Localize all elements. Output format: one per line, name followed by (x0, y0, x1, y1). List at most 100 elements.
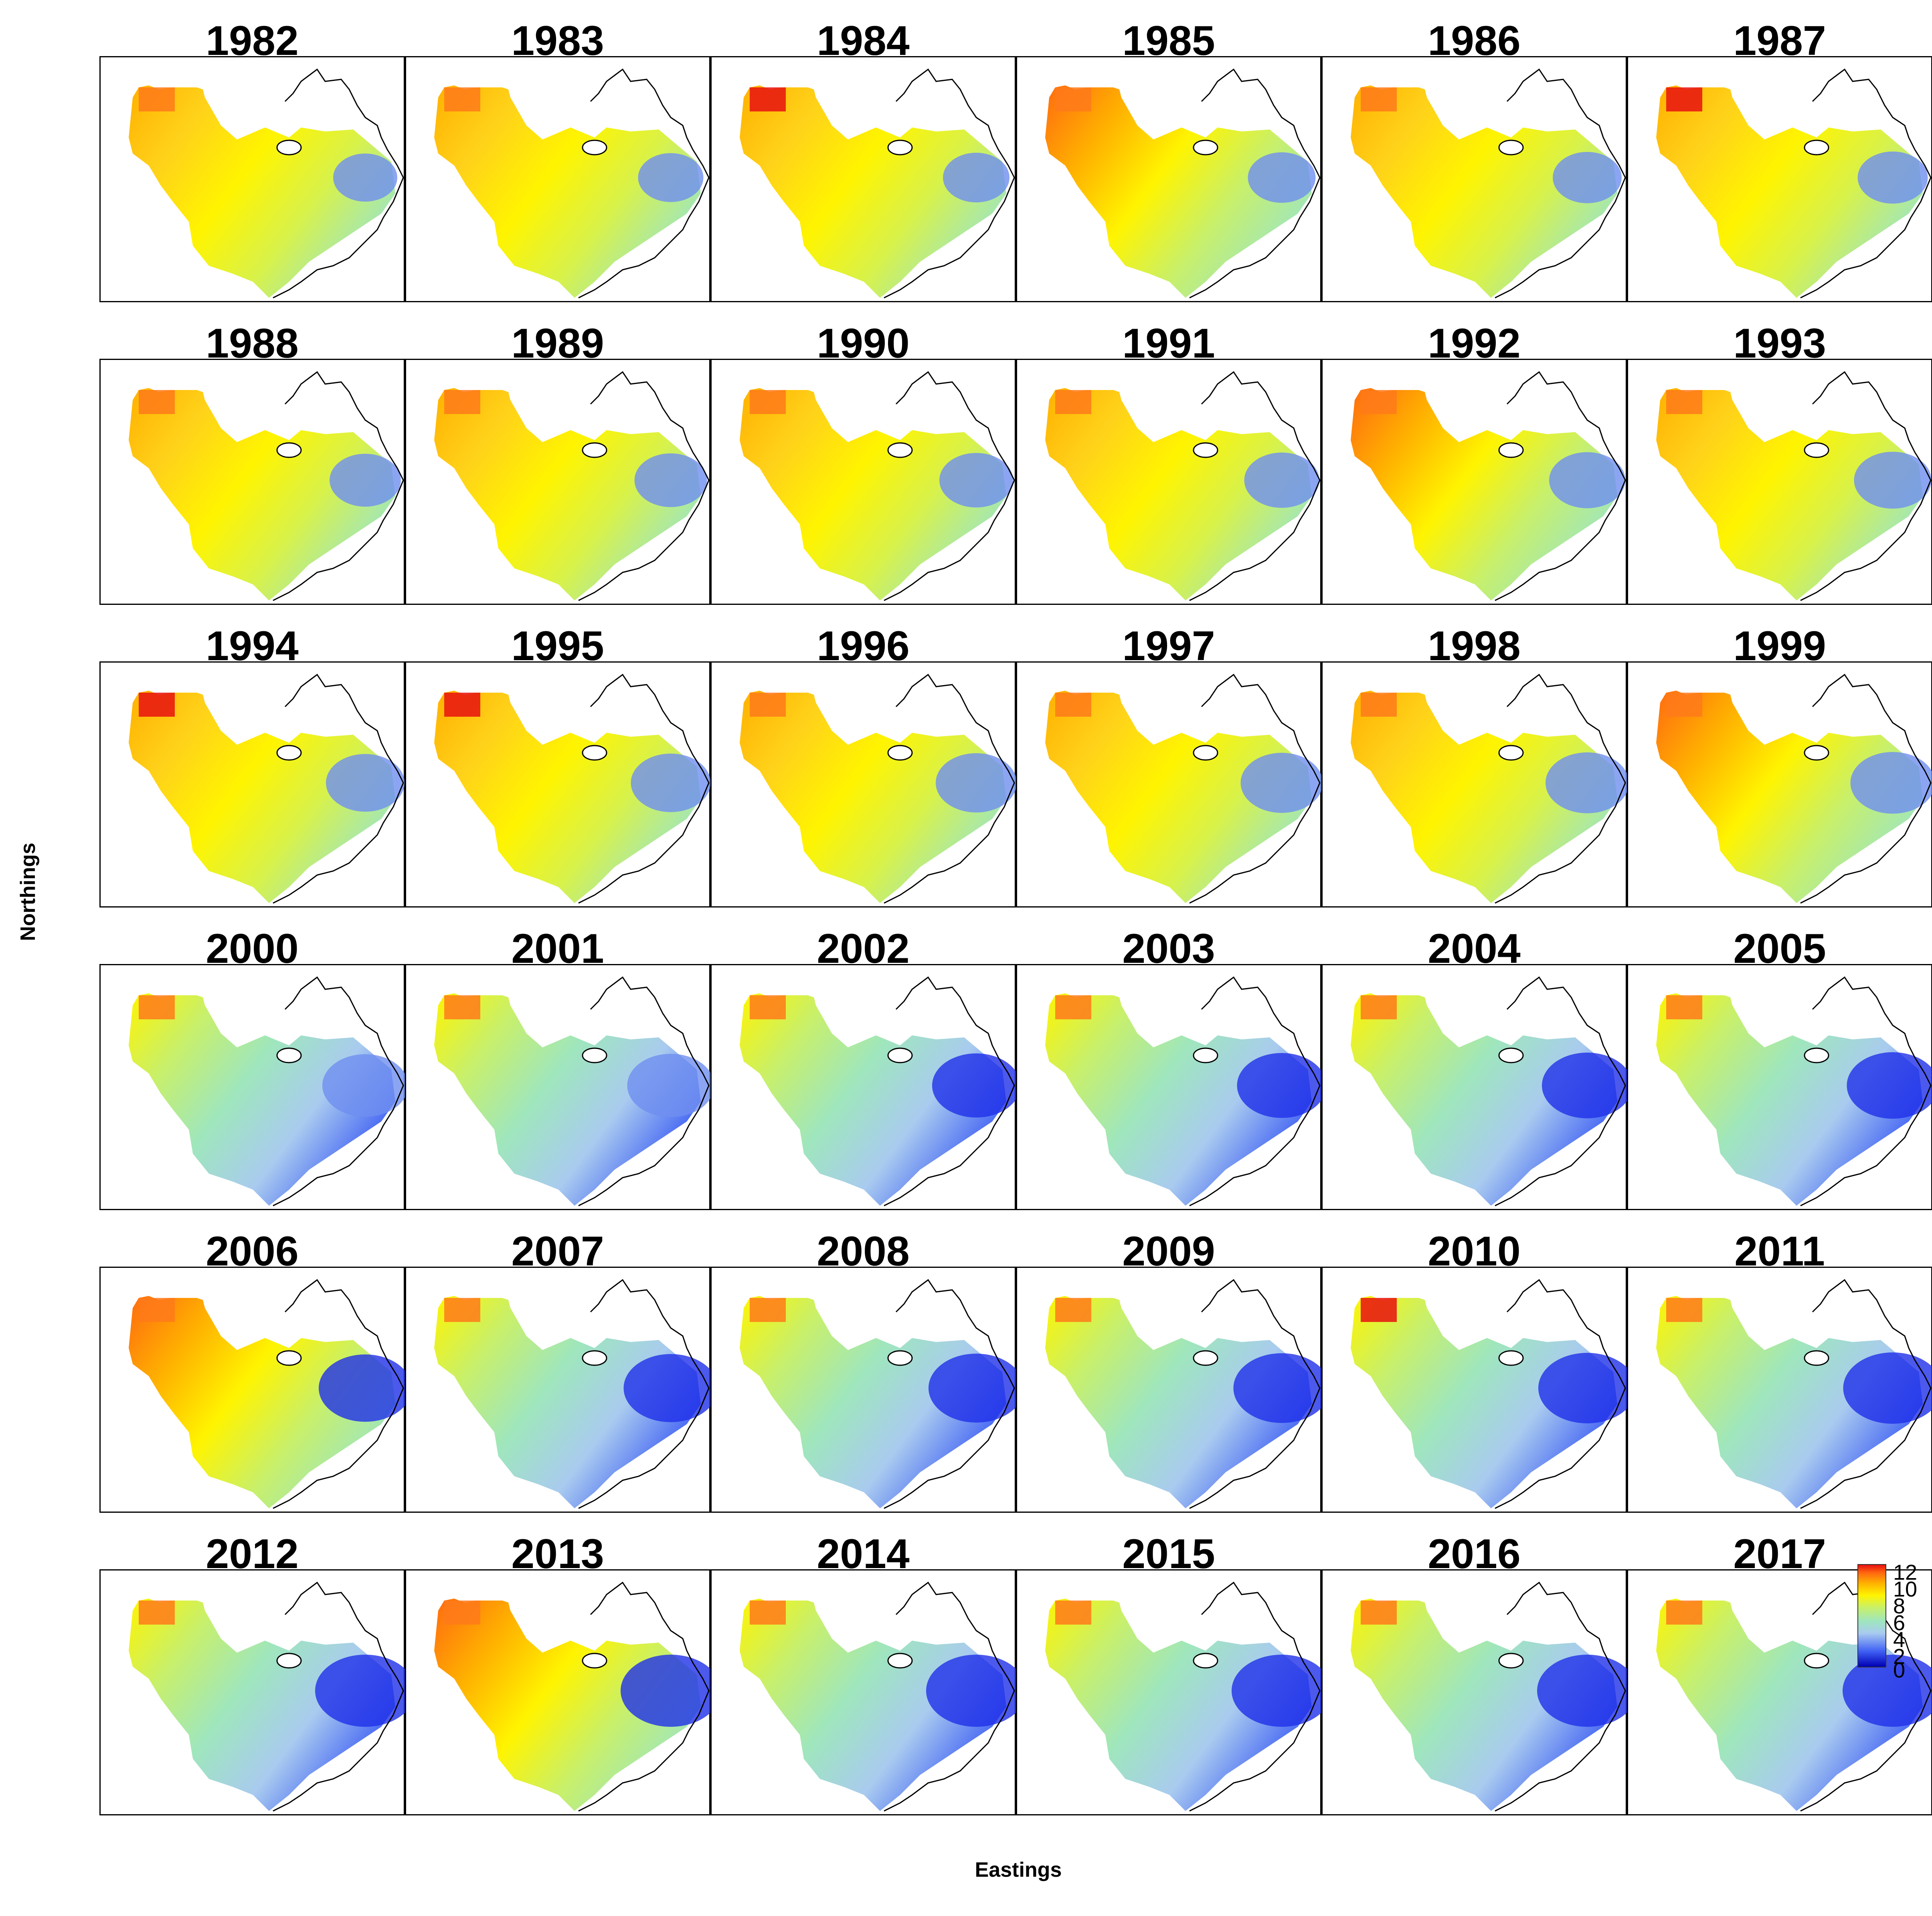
east-blue-area (621, 1655, 712, 1727)
coastline (578, 976, 710, 1207)
island-outline (276, 1350, 302, 1366)
northwest-hot-area (139, 390, 175, 414)
island-outline (1498, 139, 1524, 156)
map-panel (405, 1569, 712, 1815)
map-svg (740, 1279, 1017, 1509)
northwest-hot-area (444, 995, 480, 1019)
region-fill (434, 993, 701, 1206)
region-fill (1045, 691, 1312, 903)
region-fill (129, 388, 395, 600)
region-fill (129, 1296, 395, 1508)
panel-title: 2013 (511, 1531, 604, 1577)
region-fill (1351, 388, 1617, 600)
east-blue-area (926, 1655, 1017, 1727)
coastline (578, 371, 710, 601)
panel-title: 2002 (817, 926, 910, 972)
legend-tick-12: 12 (1893, 1560, 1918, 1585)
northwest-hot-area (1666, 995, 1702, 1019)
northwest-hot-area (750, 390, 786, 414)
island-outline (1193, 442, 1218, 458)
map-svg (434, 371, 710, 601)
region-fill (1045, 388, 1312, 600)
panel-title: 1988 (206, 320, 299, 367)
map-panel (710, 661, 1017, 907)
map-panel (1321, 1267, 1628, 1513)
island-outline (276, 745, 302, 761)
coastline (1495, 673, 1626, 904)
region-fill (1351, 85, 1617, 298)
map-svg (1656, 68, 1932, 299)
northwest-hot-area (750, 87, 786, 111)
coastline (884, 1279, 1015, 1509)
coastline (1800, 1279, 1932, 1509)
panel-title: 1986 (1428, 18, 1521, 64)
coastline (1189, 976, 1321, 1207)
island-outline (276, 139, 302, 156)
region-fill (1045, 1599, 1312, 1811)
map-svg (1351, 673, 1628, 904)
map-svg (1351, 1279, 1628, 1509)
map-panel (1627, 1267, 1932, 1513)
map-svg (740, 68, 1015, 299)
east-blue-area (1542, 1053, 1628, 1118)
northwest-hot-area (1055, 1298, 1091, 1322)
panel-title: 2014 (817, 1531, 910, 1577)
region-fill (434, 85, 701, 298)
coastline (578, 68, 710, 299)
coastline (1189, 1279, 1321, 1509)
coastline (1495, 1581, 1626, 1812)
region-fill (434, 1296, 701, 1508)
panel-title: 1993 (1733, 320, 1826, 367)
map-panel (1627, 359, 1932, 605)
northwest-hot-area (1666, 1298, 1702, 1322)
map-panel (99, 1569, 406, 1815)
panel-title: 1991 (1122, 320, 1215, 367)
map-svg (740, 673, 1017, 904)
legend-tick-8: 8 (1893, 1594, 1906, 1618)
map-svg (1045, 673, 1323, 904)
northwest-hot-area (139, 693, 175, 717)
northwest-hot-area (139, 87, 175, 111)
east-blue-area (330, 454, 401, 507)
panel-title: 2011 (1734, 1228, 1825, 1275)
panel-title: 2009 (1122, 1228, 1215, 1275)
region-fill (1351, 691, 1617, 903)
island-outline (1193, 1653, 1218, 1669)
map-svg (129, 673, 405, 904)
panel-title: 1995 (511, 623, 604, 669)
coastline (273, 976, 404, 1207)
east-blue-area (932, 1053, 1017, 1118)
coastline (578, 1581, 710, 1812)
region-fill (129, 993, 395, 1206)
island-outline (1193, 745, 1218, 761)
panel-title: 1994 (206, 623, 299, 669)
island-outline (887, 442, 913, 458)
island-outline (887, 139, 913, 156)
coastline (273, 1581, 404, 1812)
region-fill (434, 388, 701, 600)
northwest-hot-area (139, 995, 175, 1019)
northwest-hot-area (1361, 693, 1397, 717)
map-svg (1045, 1581, 1323, 1812)
panel-title: 1989 (511, 320, 604, 367)
map-svg (129, 976, 406, 1207)
east-blue-area (936, 753, 1017, 812)
map-panel (1016, 964, 1323, 1210)
island-outline (887, 1653, 913, 1669)
east-blue-area (322, 1054, 406, 1117)
region-fill (740, 388, 1006, 600)
northwest-hot-area (139, 1298, 175, 1322)
island-outline (1804, 1653, 1829, 1669)
coastline (273, 1279, 404, 1509)
map-panel (99, 56, 405, 302)
northwest-hot-area (1666, 693, 1702, 717)
map-panel (1321, 964, 1628, 1210)
region-fill (1656, 1599, 1923, 1811)
map-panel (1321, 1569, 1628, 1815)
map-svg (1045, 1279, 1323, 1509)
island-outline (1498, 1047, 1524, 1063)
island-outline (1498, 1350, 1524, 1366)
region-fill (1656, 691, 1923, 903)
coastline (1189, 68, 1321, 299)
map-svg (129, 1581, 406, 1812)
